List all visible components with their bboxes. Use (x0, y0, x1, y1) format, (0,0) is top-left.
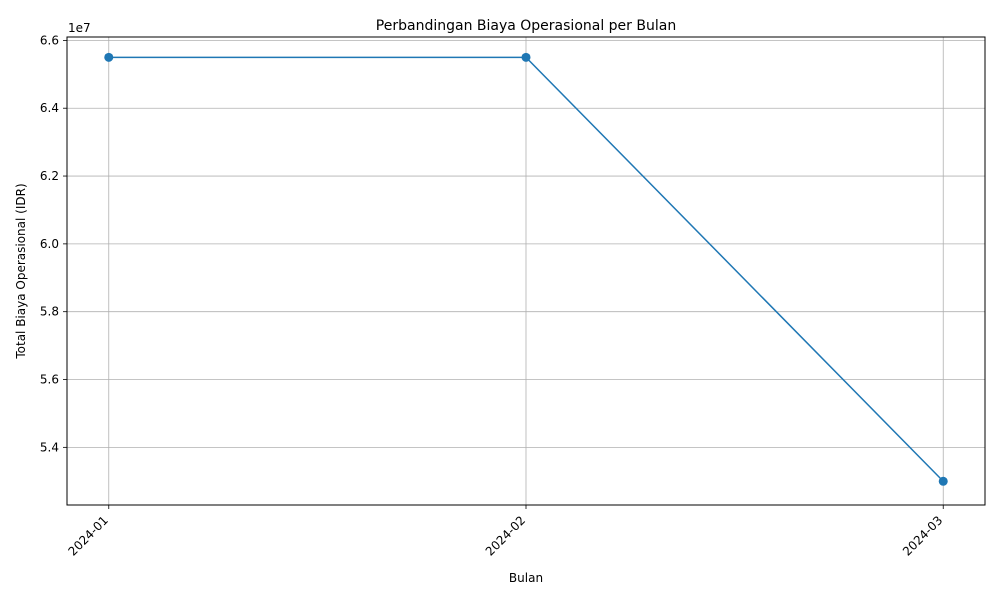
series-group (104, 52, 948, 486)
y-axis-ticks: 5.4 5.6 5.8 6.0 6.2 6.4 6.6 (40, 33, 67, 454)
y-tick-label: 5.6 (40, 373, 59, 387)
data-point (938, 476, 948, 486)
y-tick-label: 5.8 (40, 305, 59, 319)
x-axis-label: Bulan (509, 571, 543, 585)
y-tick-label: 6.2 (40, 169, 59, 183)
y-offset-label: 1e7 (68, 21, 91, 35)
y-tick-label: 5.4 (40, 440, 59, 454)
y-tick-label: 6.6 (40, 33, 59, 47)
grid-lines (67, 37, 985, 505)
y-tick-label: 6.0 (40, 237, 59, 251)
data-point (521, 52, 531, 62)
data-point (104, 52, 114, 62)
y-tick-label: 6.4 (40, 101, 59, 115)
y-axis-label: Total Biaya Operasional (IDR) (14, 183, 28, 359)
chart-title: Perbandingan Biaya Operasional per Bulan (376, 18, 676, 34)
